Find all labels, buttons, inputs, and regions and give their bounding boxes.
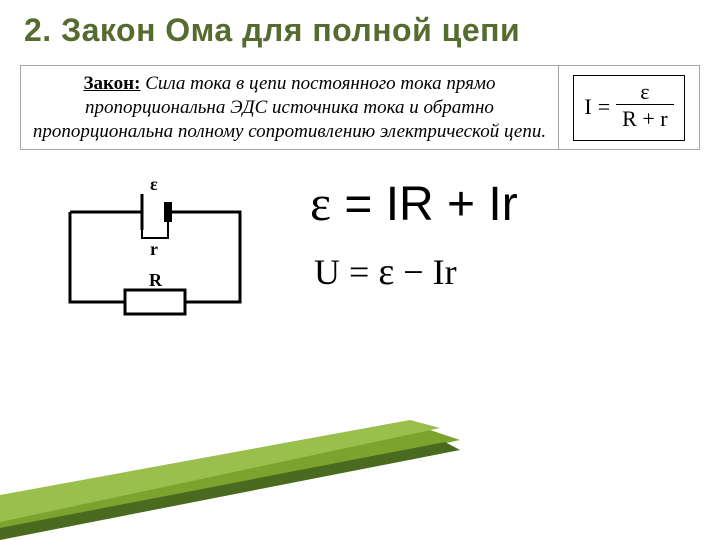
circuit-r-internal-label: r: [150, 239, 158, 259]
equation-voltage: U = ε − Ir: [314, 250, 690, 294]
formula-eq: =: [598, 94, 610, 120]
law-container: Закон: Сила тока в цепи постоянного тока…: [20, 65, 700, 150]
equation-emf: ε = IR + Ir: [310, 174, 690, 232]
formula-num: ε: [616, 80, 673, 105]
circuit-diagram: ε r R: [50, 172, 260, 332]
eq2-u: U =: [314, 252, 378, 292]
slide-title: 2. Закон Ома для полной цепи: [0, 0, 720, 57]
decor-stripes: [0, 420, 460, 540]
law-label: Закон:: [83, 73, 140, 94]
circuit-emf-label: ε: [150, 174, 158, 194]
content-row: ε r R ε = IR + Ir U = ε − Ir: [0, 164, 720, 332]
main-formula-box: I = ε R + r: [559, 66, 699, 149]
eq2-rest: − Ir: [394, 252, 456, 292]
eq1-eps: ε: [310, 175, 331, 231]
formula-den: R + r: [616, 105, 673, 134]
law-text: Закон: Сила тока в цепи постоянного тока…: [21, 66, 559, 149]
eq1-rest: = IR + Ir: [331, 178, 518, 231]
circuit-load-label: R: [149, 270, 163, 290]
eq2-eps: ε: [378, 251, 394, 293]
equations-block: ε = IR + Ir U = ε − Ir: [280, 164, 690, 294]
formula-lhs: I: [584, 94, 591, 120]
formula-fraction: ε R + r: [616, 80, 673, 134]
